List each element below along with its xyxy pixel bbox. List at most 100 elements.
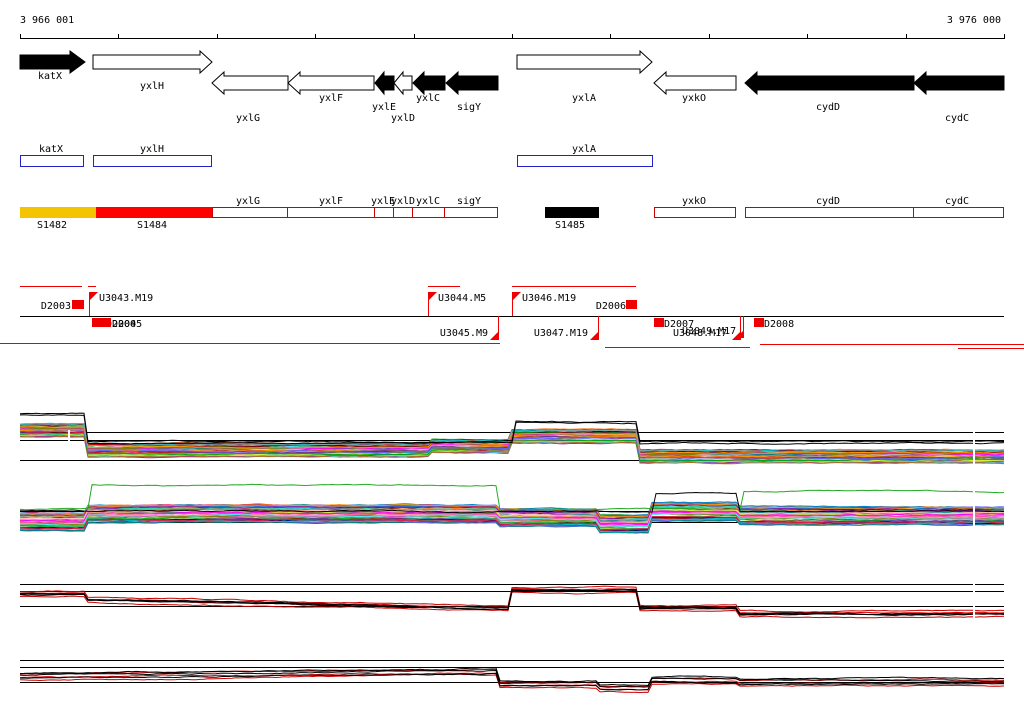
profile-line [19, 412, 1005, 444]
cds-label: yxlH [140, 144, 164, 155]
profile-line [19, 519, 1005, 534]
feature-label: D2003 [41, 301, 71, 312]
feature-label: D2005 [112, 319, 142, 330]
profile-line [19, 673, 1005, 694]
operon-label: sigY [457, 196, 481, 207]
gene-yxlE[interactable]: yxlE [372, 70, 396, 113]
feature-D2005[interactable]: D2005 [99, 318, 142, 330]
gene-sigY[interactable]: sigY [445, 70, 499, 113]
operon-label: yxlE [371, 196, 395, 207]
cds-box-yxlA[interactable]: yxlA [517, 144, 653, 167]
expression-panel-3 [19, 578, 1005, 623]
cds-box-katX[interactable]: katX [20, 144, 84, 167]
expression-panel-4 [19, 660, 1005, 694]
profile-line [19, 491, 1005, 514]
gene-label: yxlA [572, 93, 596, 104]
ruler-end-label: 3 976 000 [947, 15, 1001, 26]
profile-line [19, 506, 1005, 521]
gene-label: yxlF [319, 93, 343, 104]
gene-yxlD[interactable]: yxlD [391, 70, 415, 124]
profile-line [19, 502, 1005, 518]
ruler-ticks [20, 34, 1005, 39]
profile-line [19, 424, 1004, 453]
profile-line [19, 512, 1005, 527]
profile-line [19, 504, 1004, 520]
expression-panel-1 [19, 412, 1005, 465]
gene-label: cydD [816, 102, 840, 113]
gene-label: cydC [945, 113, 969, 124]
feature-D2008[interactable]: D2008 [754, 318, 794, 330]
cds-label: katX [39, 144, 63, 155]
gene-track: katX yxlH yxlG yxlF yxlE yxlD yxlC sigY [19, 49, 1005, 124]
gene-yxlG[interactable]: yxlG [211, 70, 289, 124]
gene-label: yxlD [391, 113, 415, 124]
feature-label: U3049.M17 [682, 326, 736, 337]
feature-track: D2003 U3043.M19 U3044.M5 U3046.M19 D2006… [0, 286, 1024, 349]
segment-S1482[interactable] [20, 207, 96, 218]
feature-D2006[interactable]: D2006 [596, 300, 637, 312]
profile-line [19, 589, 1005, 616]
profile-line [19, 510, 1005, 525]
operon-box-yxlF[interactable]: yxlF [287, 196, 375, 218]
gene-yxlA[interactable]: yxlA [516, 49, 653, 104]
gene-yxkO[interactable]: yxkO [653, 70, 737, 104]
gene-cydD[interactable]: cydD [744, 70, 915, 113]
gene-label: yxlC [416, 93, 440, 104]
feature-U3043.M19[interactable]: U3043.M19 [89, 292, 154, 316]
profile-line [19, 585, 1005, 613]
profile-line [19, 672, 1005, 691]
cds-box-yxlH[interactable]: yxlH [93, 144, 212, 167]
feature-U3049.M17[interactable]: U3049.M17 [682, 316, 744, 338]
feature-label: D2006 [596, 301, 626, 312]
ruler-start-label: 3 966 001 [20, 15, 74, 26]
operon-box-yxlC[interactable]: yxlC [412, 196, 445, 218]
feature-U3046.M19[interactable]: U3046.M19 [512, 292, 577, 316]
gene-cydC[interactable]: cydC [913, 70, 1005, 124]
gene-yxlH[interactable]: yxlH [92, 49, 213, 92]
segment-S1484[interactable] [96, 207, 212, 218]
feature-label: D2004 [106, 319, 136, 330]
feature-D2007[interactable]: D2007 [654, 318, 694, 330]
expression-panel-2 [19, 480, 1005, 540]
operon-label: yxlG [236, 196, 260, 207]
operon-label: cydD [816, 196, 840, 207]
segment-label: S1484 [137, 220, 167, 231]
segment-S1485[interactable] [545, 207, 599, 218]
operon-box-yxkO[interactable]: yxkO [654, 196, 736, 218]
operon-box-cydD[interactable]: cydD [745, 196, 914, 218]
profile-line [19, 426, 1005, 454]
profile-line [19, 515, 1004, 531]
cds-track: katX yxlH yxlA [20, 144, 653, 167]
gene-yxlF[interactable]: yxlF [287, 70, 375, 104]
operon-box-yxlD[interactable]: yxlD [391, 196, 415, 218]
cds-label: yxlA [572, 144, 596, 155]
profile-line [19, 669, 1005, 688]
gene-label: yxkO [682, 93, 706, 104]
operon-label: yxlD [391, 196, 415, 207]
profile-line [19, 515, 1005, 531]
operon-label: yxlF [319, 196, 343, 207]
feature-D2004[interactable]: D2004 [92, 318, 136, 330]
feature-label: U3045.M9 [440, 328, 488, 339]
feature-U3045.M9[interactable]: U3045.M9 [440, 316, 499, 340]
operon-box-yxlG[interactable]: yxlG [212, 196, 288, 218]
feature-label: D2008 [764, 319, 794, 330]
feature-label: D2007 [664, 319, 694, 330]
feature-label: U3046.M19 [522, 293, 576, 304]
feature-label: U3043.M19 [99, 293, 153, 304]
feature-D2003[interactable]: D2003 [41, 300, 84, 312]
gene-yxlC[interactable]: yxlC [412, 70, 446, 104]
operon-box-cydC[interactable]: cydC [913, 196, 1004, 218]
gene-label: katX [38, 71, 62, 82]
feature-U3044.M5[interactable]: U3044.M5 [428, 292, 487, 316]
profile-line [19, 414, 1005, 445]
operon-box-sigY[interactable]: sigY [444, 196, 498, 218]
gene-label: yxlE [372, 102, 396, 113]
profile-line [19, 667, 1005, 687]
coordinate-ruler: 3 966 001 3 976 000 [20, 15, 1005, 39]
gene-katX[interactable]: katX [19, 50, 86, 82]
feature-label: U3047.M19 [534, 328, 588, 339]
feature-U3047.M19[interactable]: U3047.M19 [534, 316, 599, 340]
gene-label: sigY [457, 102, 481, 113]
